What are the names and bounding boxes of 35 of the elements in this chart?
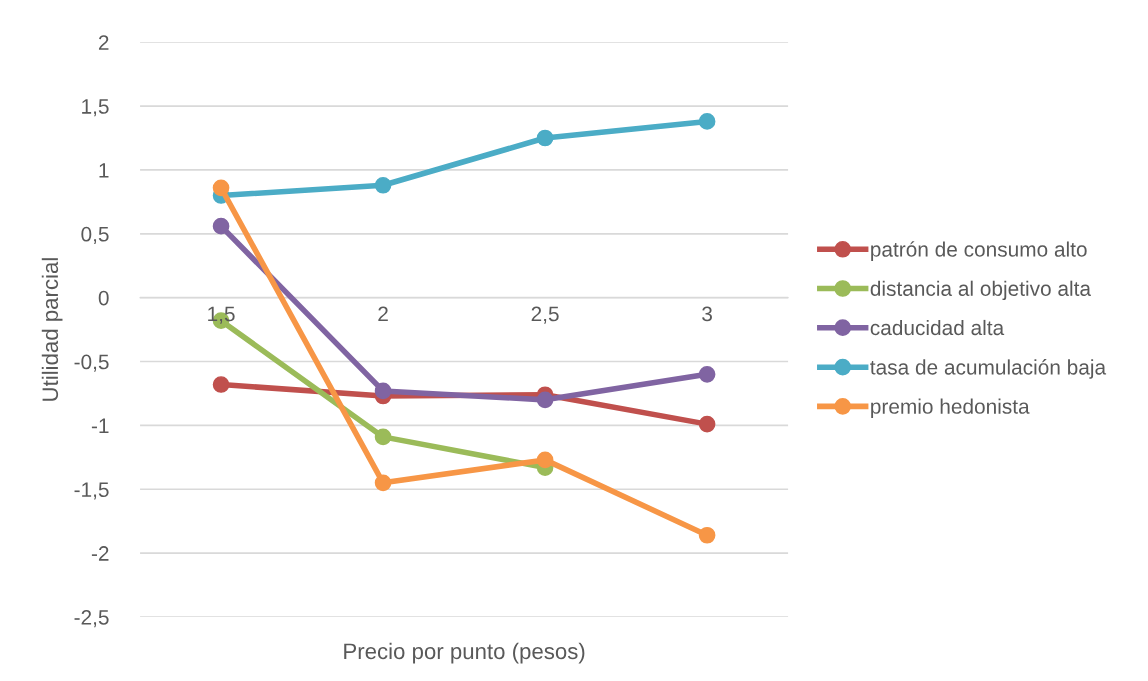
legend-label: tasa de acumulación baja <box>870 359 1107 379</box>
point <box>698 113 716 130</box>
point <box>698 415 716 433</box>
y-tick-label: -0,5 <box>74 354 109 372</box>
x-tick-label: 1,5 <box>208 306 235 324</box>
point <box>698 365 716 383</box>
y-tick-label: 1 <box>99 163 109 178</box>
y-tick-label: -2 <box>91 546 109 561</box>
point <box>212 376 230 393</box>
point <box>698 526 716 544</box>
y-tick-label: 2 <box>98 35 109 50</box>
point <box>212 217 230 235</box>
legend-label: caducidad alta <box>870 319 1005 336</box>
y-tick-label: 0,5 <box>81 226 109 245</box>
y-tick-label: -2,5 <box>74 609 109 628</box>
x-tick-label: 2 <box>378 306 388 322</box>
y-tick-label: -1 <box>91 418 109 433</box>
legend-label: patrón de consumo alto <box>871 241 1087 261</box>
point <box>536 391 554 409</box>
point <box>374 428 392 446</box>
x-tick-label: 2,5 <box>531 306 559 324</box>
point <box>536 451 554 469</box>
point <box>374 176 392 194</box>
x-axis-title: Precio por punto (pesos) <box>344 642 585 664</box>
y-axis-title: Utilidad parcial <box>41 258 63 401</box>
point <box>374 474 392 492</box>
y-tick-label: 1,5 <box>82 99 109 117</box>
point <box>212 179 230 197</box>
y-tick-label: 0 <box>98 290 109 306</box>
point <box>374 382 392 400</box>
y-tick-label: -1,5 <box>74 482 109 500</box>
x-tick-label: 3 <box>702 306 712 322</box>
point <box>536 129 554 147</box>
legend-label: premio hedonista <box>871 398 1030 418</box>
legend-label: distancia al objetivo alta <box>870 280 1092 301</box>
